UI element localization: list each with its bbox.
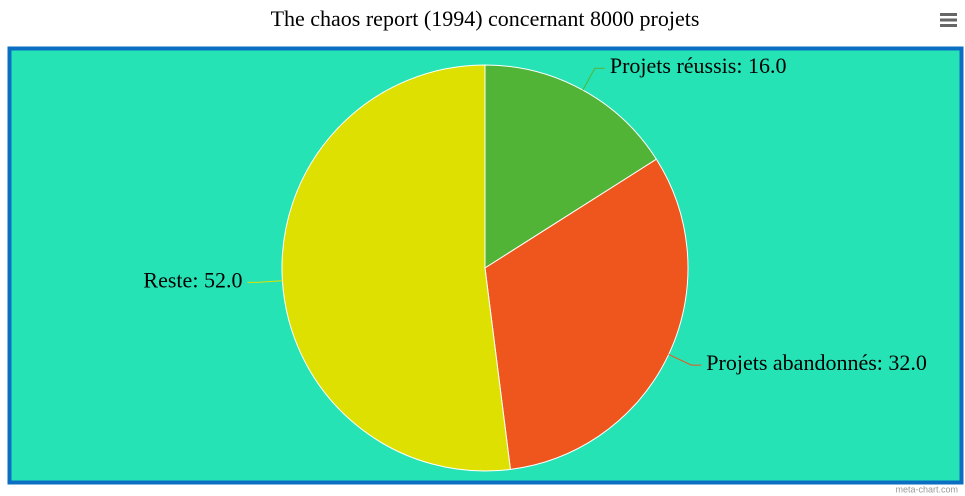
data-label: Reste: 52.0 [143, 267, 242, 292]
label-value: 32.0 [888, 350, 927, 375]
connector [247, 280, 283, 283]
label-sep: : [192, 267, 204, 292]
connector [668, 353, 702, 366]
label-name: Projets abandonnés [706, 350, 876, 375]
data-label: Projets abandonnés: 32.0 [706, 350, 927, 375]
label-value: 52.0 [204, 267, 243, 292]
connector [582, 67, 605, 91]
label-sep: : [736, 53, 748, 78]
label-sep: : [877, 350, 889, 375]
credit: meta-chart.com [895, 484, 958, 494]
label-value: 16.0 [748, 53, 787, 78]
menu-bar [940, 13, 957, 16]
menu-bar [940, 24, 957, 27]
chart-title: The chaos report (1994) concernant 8000 … [271, 6, 700, 31]
label-name: Projets réussis [610, 53, 737, 78]
data-label: Projets réussis: 16.0 [610, 53, 787, 78]
menu-bar [940, 18, 957, 22]
menu-icon[interactable] [940, 13, 957, 27]
label-name: Reste [143, 267, 192, 292]
pie-slice [484, 158, 689, 470]
